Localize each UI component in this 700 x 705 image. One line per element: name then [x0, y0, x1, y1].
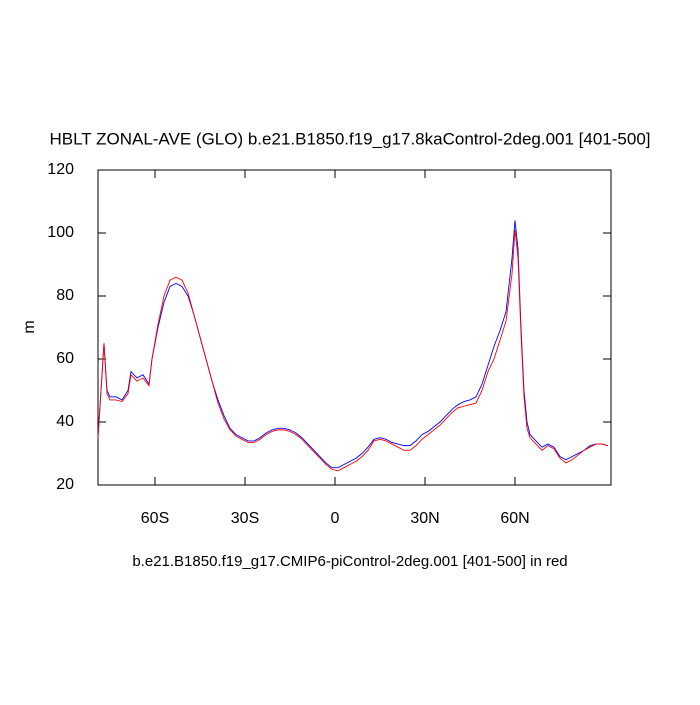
y-tick-label: 80 [56, 287, 74, 304]
y-tick-label: 20 [56, 476, 74, 493]
x-tick-label: 60S [141, 510, 169, 527]
y-tick-label: 40 [56, 413, 74, 430]
x-axis-label: b.e21.B1850.f19_g17.CMIP6-piControl-2deg… [132, 553, 567, 570]
x-tick-label: 60N [500, 510, 529, 527]
y-axis-label: m [21, 320, 38, 333]
y-tick-label: 120 [47, 161, 74, 178]
plot-frame [97, 169, 612, 486]
x-tick-label: 30N [410, 510, 439, 527]
x-tick-label: 0 [331, 510, 340, 527]
chart-title: HBLT ZONAL-AVE (GLO) b.e21.B1850.f19_g17… [49, 129, 650, 148]
y-tick-label: 100 [47, 224, 74, 241]
data-line [97, 229, 609, 472]
y-tick-label: 60 [56, 350, 74, 367]
x-tick-label: 30S [231, 510, 259, 527]
